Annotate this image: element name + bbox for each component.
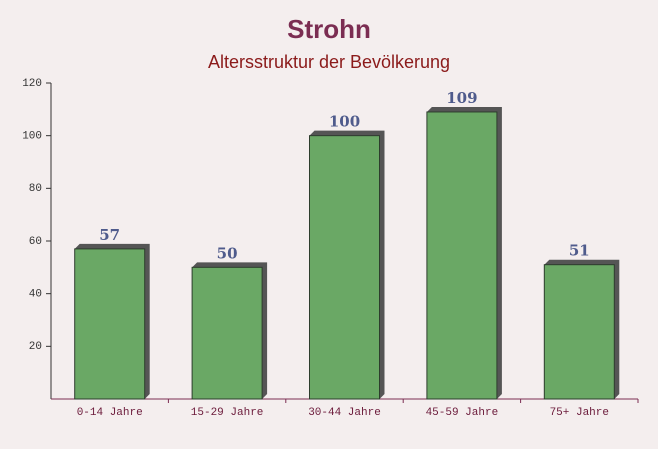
bar <box>191 266 263 400</box>
value-label: 57 <box>99 226 120 244</box>
chart-title: Strohn <box>287 14 371 44</box>
y-tick-label: 20 <box>29 341 42 353</box>
bar <box>309 135 380 400</box>
x-tick-label: 45-59 Jahre <box>426 407 499 419</box>
chart-subtitle: Altersstruktur der Bevölkerung <box>208 52 450 72</box>
y-tick-label: 40 <box>29 289 42 301</box>
bar <box>74 248 146 400</box>
bar <box>426 111 498 400</box>
x-tick-label: 15-29 Jahre <box>191 407 264 419</box>
y-tick-label: 80 <box>29 183 42 195</box>
value-label: 100 <box>329 113 360 131</box>
y-tick-label: 100 <box>22 131 42 143</box>
x-tick-label: 75+ Jahre <box>550 407 609 419</box>
value-label: 50 <box>217 244 238 262</box>
bar <box>543 264 615 400</box>
x-tick-label: 30-44 Jahre <box>308 407 381 419</box>
y-tick-label: 60 <box>29 236 42 248</box>
value-label: 109 <box>446 89 477 107</box>
value-label: 51 <box>569 242 590 260</box>
x-tick-label: 0-14 Jahre <box>77 407 143 419</box>
y-tick-label: 120 <box>22 78 42 90</box>
